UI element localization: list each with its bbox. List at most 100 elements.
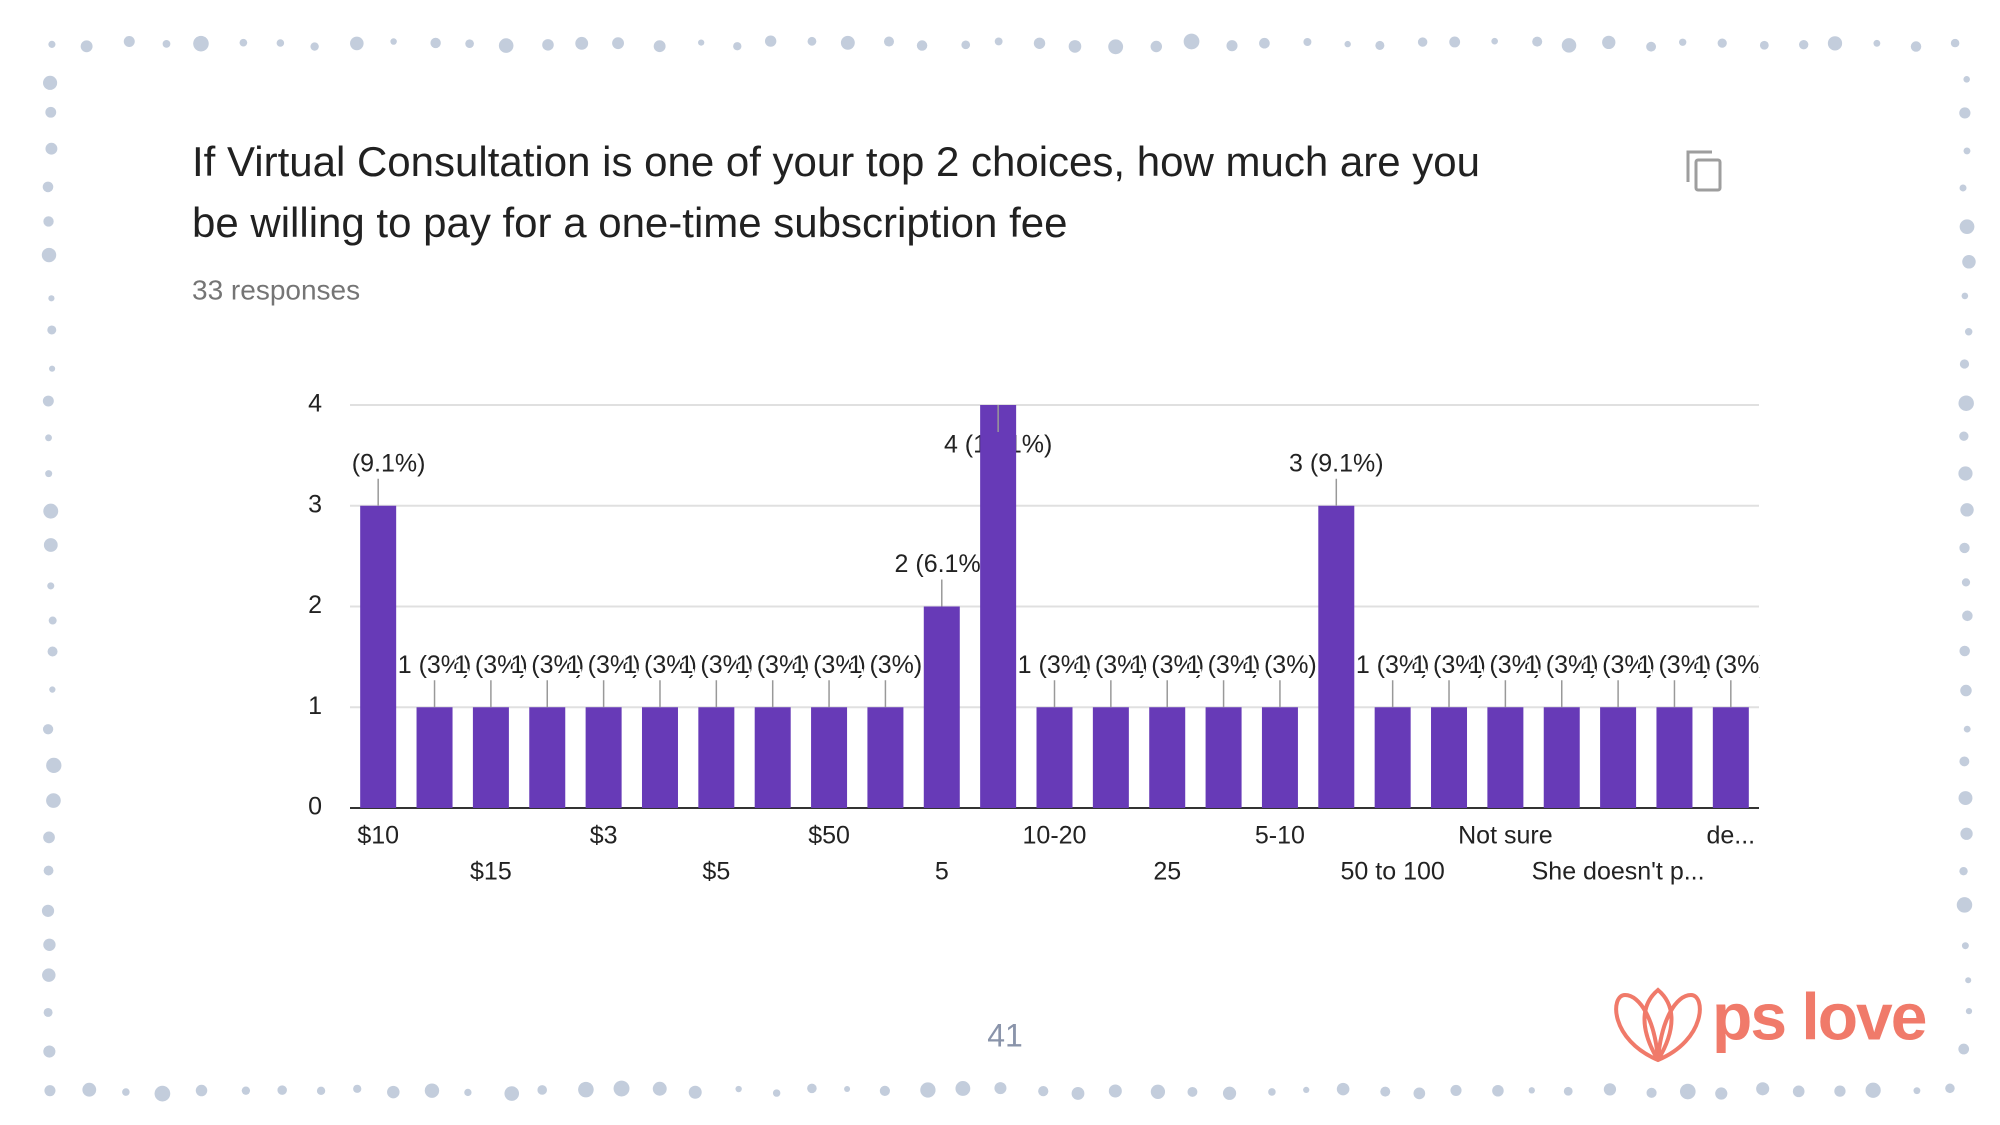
bar xyxy=(980,405,1016,808)
y-tick-label: 3 xyxy=(308,490,322,518)
bar xyxy=(1093,707,1129,808)
x-tick-label: 25 xyxy=(1153,858,1181,886)
border-dot xyxy=(1069,40,1082,53)
border-dot xyxy=(1962,293,1969,300)
bar xyxy=(473,707,509,808)
border-dot xyxy=(1756,1082,1769,1095)
bar xyxy=(1262,707,1298,808)
border-dot xyxy=(578,1082,594,1098)
bar xyxy=(1544,707,1580,808)
bar xyxy=(924,607,960,809)
border-dot xyxy=(1449,37,1460,48)
border-dot xyxy=(698,39,704,45)
border-dot xyxy=(430,38,440,48)
x-tick-label: Not sure xyxy=(1458,822,1552,850)
logo-icon xyxy=(1616,990,1700,1060)
border-dot xyxy=(994,1082,1006,1094)
border-dot xyxy=(1957,897,1972,912)
border-dot xyxy=(1962,255,1976,269)
bar xyxy=(1487,707,1523,808)
border-dot xyxy=(1959,791,1973,805)
border-dot xyxy=(46,793,61,808)
page-number: 41 xyxy=(987,1017,1023,1053)
bar xyxy=(1431,707,1467,808)
border-dot xyxy=(1959,432,1968,441)
border-dot xyxy=(48,295,54,301)
plot: 012343 (9.1%)1 (3%)1 (3%)1 (3%)1 (3%)1 (… xyxy=(308,390,1768,886)
copy-icon[interactable] xyxy=(1688,152,1720,190)
border-dot xyxy=(1259,38,1270,49)
x-tick-label: 10-20 xyxy=(1023,822,1087,850)
bar xyxy=(1037,707,1073,808)
border-dot xyxy=(196,1085,208,1097)
border-dot xyxy=(1793,1086,1805,1098)
border-dot xyxy=(735,1086,741,1092)
border-dot xyxy=(1799,40,1808,49)
x-tick-label: 50 to 100 xyxy=(1341,858,1445,886)
border-dot xyxy=(42,968,55,981)
border-dot xyxy=(1303,38,1311,46)
border-dot xyxy=(733,42,741,50)
border-dot xyxy=(995,37,1003,45)
border-dot xyxy=(1268,1088,1276,1096)
border-dot xyxy=(1151,1085,1165,1099)
y-tick-label: 0 xyxy=(308,793,322,821)
chart-title: be willing to pay for a one-time subscri… xyxy=(192,199,1067,246)
border-dot xyxy=(122,1088,130,1096)
border-dot xyxy=(1562,38,1577,53)
y-tick-label: 4 xyxy=(308,390,322,418)
border-dot xyxy=(1959,756,1969,766)
border-dot xyxy=(1604,1083,1616,1095)
bar xyxy=(755,707,791,808)
border-dot xyxy=(390,38,396,44)
bar xyxy=(1318,506,1354,808)
border-dot xyxy=(1873,40,1880,47)
border-dot xyxy=(1413,1088,1425,1100)
bar xyxy=(529,707,565,808)
data-label: 1 (3%) xyxy=(1243,651,1317,679)
border-dot xyxy=(1962,611,1973,622)
border-dot xyxy=(1913,1087,1920,1094)
border-dot xyxy=(277,1085,287,1095)
border-dot xyxy=(1108,39,1123,54)
border-dot xyxy=(654,40,666,52)
border-dot xyxy=(1564,1087,1573,1096)
border-dot xyxy=(612,37,624,49)
chart-title: If Virtual Consultation is one of your t… xyxy=(192,138,1480,185)
border-dot xyxy=(1834,1086,1845,1097)
border-dot xyxy=(504,1086,519,1101)
y-tick-label: 1 xyxy=(308,692,322,720)
border-dot xyxy=(44,866,54,876)
border-dot xyxy=(880,1086,890,1096)
border-dot xyxy=(1960,685,1971,696)
x-tick-label: $15 xyxy=(470,858,512,886)
border-dot xyxy=(1960,219,1975,234)
border-dot xyxy=(240,39,248,47)
border-dot xyxy=(537,1085,547,1095)
border-dot xyxy=(47,582,54,589)
border-dot xyxy=(1960,184,1967,191)
border-dot xyxy=(1966,1008,1972,1014)
border-dot xyxy=(1959,646,1970,657)
border-dot xyxy=(1959,867,1967,875)
border-dot xyxy=(1959,543,1969,553)
border-dot xyxy=(1960,359,1969,368)
x-tick-label: $50 xyxy=(808,822,850,850)
border-dot xyxy=(1911,41,1921,51)
border-dot xyxy=(1965,977,1971,983)
y-tick-label: 2 xyxy=(308,591,322,619)
bar xyxy=(1713,707,1749,808)
bar xyxy=(1656,707,1692,808)
border-dot xyxy=(1951,39,1959,47)
border-dot xyxy=(124,36,135,47)
border-dot xyxy=(242,1087,250,1095)
border-dot xyxy=(765,35,776,46)
border-dot xyxy=(45,107,56,118)
bar xyxy=(867,707,903,808)
border-dot xyxy=(955,1081,970,1096)
x-tick-label: 5 xyxy=(935,858,949,886)
border-dot xyxy=(43,1045,55,1057)
x-tick-label: $10 xyxy=(357,822,399,850)
border-dot xyxy=(1964,726,1971,733)
